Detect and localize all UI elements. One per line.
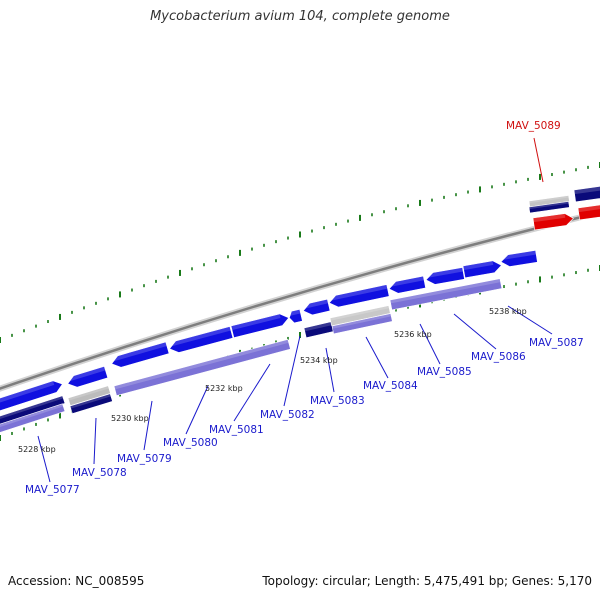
gene-arrow[interactable] [462, 259, 503, 279]
gene-arrow-highlight[interactable] [532, 212, 574, 231]
label-connector [453, 313, 497, 350]
gene-arrow[interactable] [113, 339, 291, 397]
tick-labels: 5228 kbp 5230 kbp 5232 kbp 5234 kbp 5236 kbp… [18, 307, 527, 454]
gene-arrow[interactable] [528, 201, 570, 214]
label-connector [365, 336, 389, 379]
tick-label: 5234 kbp [300, 356, 338, 365]
tick-label: 5228 kbp [18, 445, 56, 454]
gene-label[interactable]: MAV_5084 [363, 380, 418, 392]
gene-arrow[interactable] [389, 278, 503, 311]
tick-label: 5238 kbp [489, 307, 527, 316]
map-title: Mycobacterium avium 104, complete genome [150, 9, 450, 24]
gene-arrow[interactable] [69, 393, 113, 415]
gene-label[interactable]: MAV_5082 [260, 409, 315, 421]
gene-arrow[interactable] [0, 403, 66, 434]
label-connector [419, 323, 441, 365]
label-connector [93, 417, 97, 465]
label-connector [185, 385, 209, 435]
gene-label[interactable]: MAV_5087 [529, 337, 584, 349]
label-connector [325, 347, 335, 393]
gene-arrow[interactable] [528, 195, 570, 208]
gene-label[interactable]: MAV_5083 [310, 395, 365, 407]
tick-label: 5236 kbp [394, 330, 432, 339]
gene-arrow[interactable] [230, 312, 290, 339]
gene-arrow-highlight[interactable] [577, 204, 600, 221]
backbone-line-core [0, 211, 600, 390]
outer-tick-ring [0, 162, 600, 343]
label-connector [143, 400, 153, 451]
gene-label[interactable]: MAV_5077 [25, 484, 80, 496]
gene-arrow[interactable] [331, 313, 393, 335]
genome-stats-text: Topology: circular; Length: 5,475,491 bp… [262, 574, 592, 588]
label-connector [507, 305, 553, 335]
gene-label[interactable]: MAV_5081 [209, 424, 264, 436]
gene-track[interactable] [0, 185, 600, 434]
gene-label[interactable]: MAV_5089 [506, 120, 561, 132]
gene-arrow[interactable] [425, 267, 465, 285]
accession-text: Accession: NC_008595 [8, 574, 145, 588]
gene-label[interactable]: MAV_5086 [471, 351, 526, 363]
gene-label[interactable]: MAV_5078 [72, 467, 127, 479]
label-connector [533, 137, 544, 183]
gene-arrow[interactable] [303, 321, 334, 339]
gene-arrow[interactable] [388, 275, 426, 295]
tick-label: 5232 kbp [205, 384, 243, 393]
gene-arrow[interactable] [302, 298, 331, 317]
gene-arrow[interactable] [110, 341, 170, 370]
gene-arrow[interactable] [288, 308, 303, 324]
gene-label[interactable]: MAV_5079 [117, 453, 172, 465]
gene-arrow[interactable] [67, 385, 111, 407]
gene-label[interactable]: MAV_5080 [163, 437, 218, 449]
label-connector [283, 335, 301, 407]
gene-arrow[interactable] [328, 284, 390, 309]
gene-arrow[interactable] [66, 365, 109, 389]
gene-label[interactable]: MAV_5085 [417, 366, 472, 378]
gene-arrow[interactable] [0, 395, 66, 426]
gene-arrow[interactable] [168, 326, 234, 354]
label-connector [233, 363, 271, 422]
gene-arrow[interactable] [573, 185, 600, 203]
gene-arrow[interactable] [0, 378, 64, 412]
genome-map[interactable]: MAV_5077 MAV_5078 MAV_5079 MAV_5080MAV_5081… [0, 0, 600, 570]
gene-labels[interactable]: MAV_5077 MAV_5078 MAV_5079 MAV_5080MAV_5081… [25, 120, 584, 496]
gene-arrow[interactable] [500, 250, 538, 267]
tick-label: 5230 kbp [111, 414, 149, 423]
label-connectors [37, 137, 553, 483]
label-connector [37, 435, 51, 483]
